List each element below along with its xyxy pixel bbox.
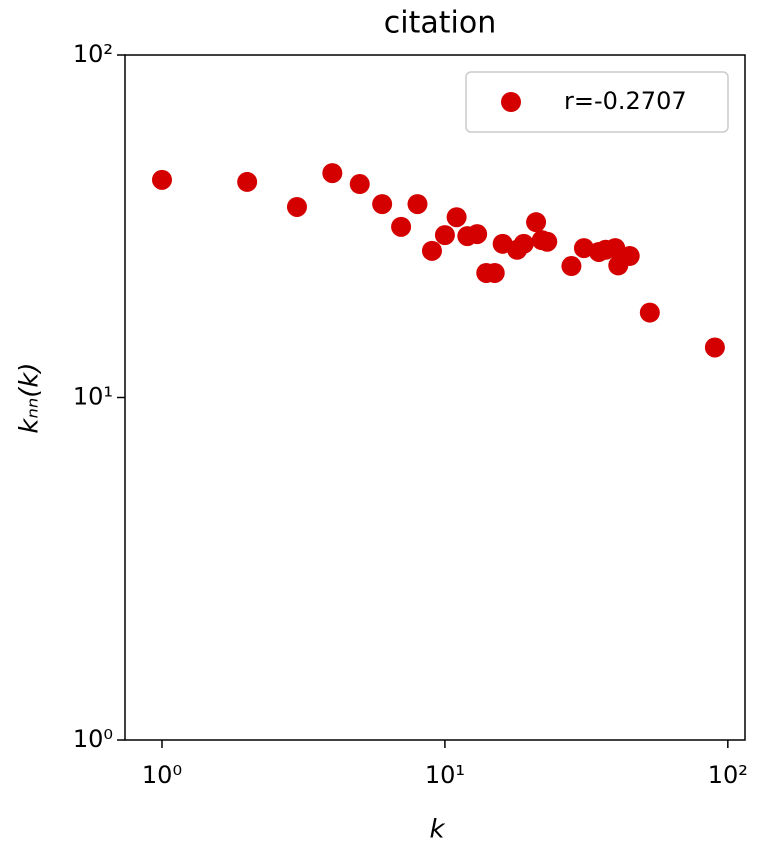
x-tick-label: 10⁰ xyxy=(142,761,182,789)
chart-title: citation xyxy=(384,6,496,41)
y-tick-label: 10² xyxy=(73,40,113,68)
point xyxy=(513,233,534,254)
legend-label: r=-0.2707 xyxy=(564,87,687,115)
point xyxy=(286,196,307,217)
point xyxy=(237,171,258,192)
legend-marker xyxy=(501,92,521,112)
point xyxy=(484,262,505,283)
point xyxy=(561,256,582,277)
point xyxy=(391,216,412,237)
point xyxy=(407,194,428,215)
y-axis-label: kₙₙ(k) xyxy=(15,362,45,433)
point xyxy=(421,240,442,261)
point xyxy=(639,302,660,323)
point xyxy=(446,207,467,228)
plot-area xyxy=(124,54,746,741)
point xyxy=(704,337,725,358)
point xyxy=(151,169,172,190)
y-tick-label: 10¹ xyxy=(73,383,113,411)
x-tick-label: 10² xyxy=(708,761,748,789)
y-tick-label: 10⁰ xyxy=(73,725,113,753)
point xyxy=(526,212,547,233)
legend-box xyxy=(465,71,729,133)
point xyxy=(372,194,393,215)
point xyxy=(467,224,488,245)
x-tick-label: 10¹ xyxy=(425,761,465,789)
point xyxy=(322,163,343,184)
point xyxy=(619,245,640,266)
point xyxy=(537,231,558,252)
point xyxy=(434,225,455,246)
point xyxy=(349,174,370,195)
x-axis-label: k xyxy=(429,815,445,845)
